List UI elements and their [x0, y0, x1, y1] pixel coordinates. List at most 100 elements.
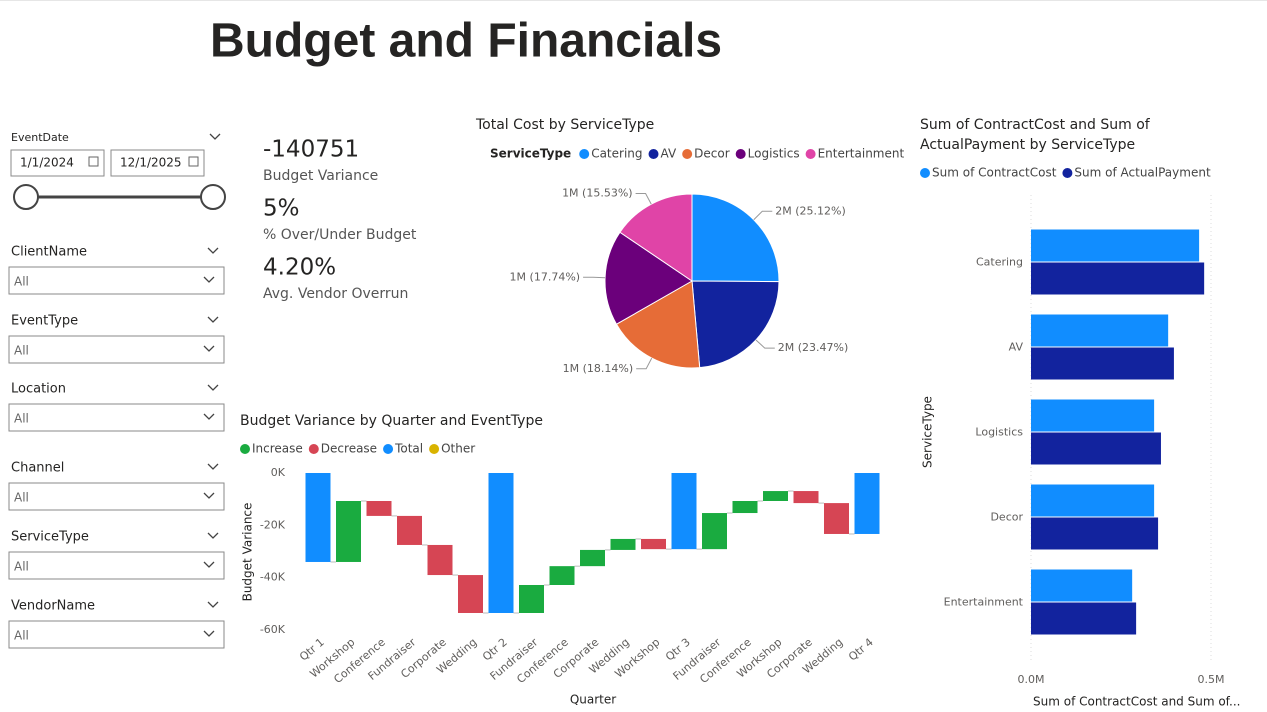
slicer-chevron[interactable] [207, 532, 219, 539]
waterfall-bar [488, 473, 514, 613]
slicer-chevron[interactable] [207, 247, 219, 254]
waterfall-bar [824, 503, 849, 534]
slider-handle[interactable] [13, 184, 39, 210]
waterfall-bar [427, 544, 453, 576]
legend-label: Sum of ActualPayment [1074, 166, 1211, 180]
dropdown[interactable] [8, 266, 225, 295]
slicer-chevron[interactable] [207, 463, 219, 470]
waterfall-bar [549, 566, 575, 585]
waterfall-bar [763, 491, 788, 501]
dropdown[interactable] [8, 482, 225, 511]
bar [1031, 602, 1137, 635]
legend-label: Decrease [321, 442, 377, 456]
slicer-label: Channel [11, 461, 64, 476]
y-tick-label: 0K [271, 466, 286, 479]
slicer-label: EventType [11, 314, 78, 329]
dropdown-value: All [14, 344, 29, 358]
waterfall-bar [580, 549, 605, 567]
legend-marker [920, 168, 930, 178]
waterfall-bar [458, 575, 483, 613]
waterfall-bar [397, 515, 422, 545]
dropdown-chevron[interactable] [203, 630, 215, 637]
bar [1031, 229, 1200, 262]
legend-marker [682, 149, 693, 159]
waterfall-bar [854, 473, 880, 534]
bar [1031, 484, 1155, 517]
x-tick-label: Qtr 4 [846, 636, 876, 664]
legend-label: Entertainment [818, 147, 905, 161]
waterfall-bar [702, 513, 727, 550]
y-tick-label: Catering [976, 256, 1023, 269]
y-tick-label: Decor [990, 511, 1023, 524]
dropdown-value: All [14, 629, 29, 643]
chart-title: Budget Variance by Quarter and EventType [240, 413, 543, 429]
data-label: 2M (25.12%) [775, 204, 846, 217]
data-label: 1M (15.53%) [562, 187, 633, 200]
dropdown-chevron[interactable] [203, 345, 215, 352]
legend-label: Logistics [748, 147, 800, 161]
dropdown[interactable] [8, 335, 225, 364]
legend-marker [579, 149, 590, 159]
dropdown-chevron[interactable] [203, 413, 215, 420]
pie-slice [604, 231, 693, 325]
leader-line [753, 210, 773, 221]
slicer-label: EventDate [11, 131, 69, 144]
legend-marker [735, 149, 746, 159]
chart-title: Sum of ContractCost and Sum of ActualPay… [920, 117, 1150, 153]
pie-slice [691, 193, 780, 283]
data-label: 1M (18.14%) [563, 362, 634, 375]
kpi-label: Budget Variance [263, 168, 378, 184]
leader-line [635, 193, 652, 205]
x-axis-title: Quarter [570, 693, 616, 707]
data-label: 1M (17.74%) [510, 270, 581, 283]
legend-label: Increase [252, 442, 303, 456]
dropdown[interactable] [8, 620, 225, 649]
y-tick-label: -20K [260, 518, 286, 531]
dropdown[interactable] [8, 403, 225, 432]
slicer-chevron[interactable] [207, 601, 219, 608]
legend-label: Other [441, 442, 475, 456]
pie-slice [691, 280, 780, 369]
slicer-chevron[interactable] [207, 316, 219, 323]
legend-label: Catering [591, 147, 642, 161]
date-value: 1/1/2024 [20, 156, 74, 170]
bar [1031, 569, 1133, 602]
calendar-icon [188, 156, 199, 167]
waterfall-bar [305, 473, 331, 562]
dropdown-chevron[interactable] [203, 561, 215, 568]
y-tick-label: -60K [260, 623, 286, 636]
x-tick-label: 0.0M [1018, 673, 1045, 686]
dropdown-value: All [14, 412, 29, 426]
kpi-value: 5% [263, 196, 300, 222]
y-tick-label: Entertainment [944, 596, 1024, 609]
legend-label: Sum of ContractCost [932, 166, 1057, 180]
waterfall-bar [671, 473, 697, 550]
waterfall-bar [732, 500, 758, 514]
legend-marker [240, 444, 250, 454]
slider-handle[interactable] [200, 184, 226, 210]
dropdown[interactable] [8, 551, 225, 580]
pie-slice [619, 193, 693, 282]
chart-title: Total Cost by ServiceType [475, 117, 654, 133]
dropdown-chevron[interactable] [203, 276, 215, 283]
kpi-value: 4.20% [263, 255, 336, 281]
legend-marker [805, 149, 816, 159]
y-axis-title: Budget Variance [241, 503, 255, 602]
bar [1031, 432, 1161, 465]
dropdown-value: All [14, 560, 29, 574]
waterfall-bar [641, 538, 666, 550]
x-tick-label: 0.5M [1198, 673, 1225, 686]
y-tick-label: -40K [260, 571, 286, 584]
slicer-chevron[interactable] [207, 384, 219, 391]
legend-marker [648, 149, 659, 159]
dropdown-value: All [14, 275, 29, 289]
dropdown-chevron[interactable] [203, 492, 215, 499]
slicer-label: ServiceType [11, 530, 89, 545]
dropdown-value: All [14, 491, 29, 505]
waterfall-bar [366, 500, 392, 516]
legend-marker [1062, 168, 1073, 178]
kpi-label: % Over/Under Budget [263, 227, 417, 243]
slicer-chevron[interactable] [209, 133, 221, 140]
